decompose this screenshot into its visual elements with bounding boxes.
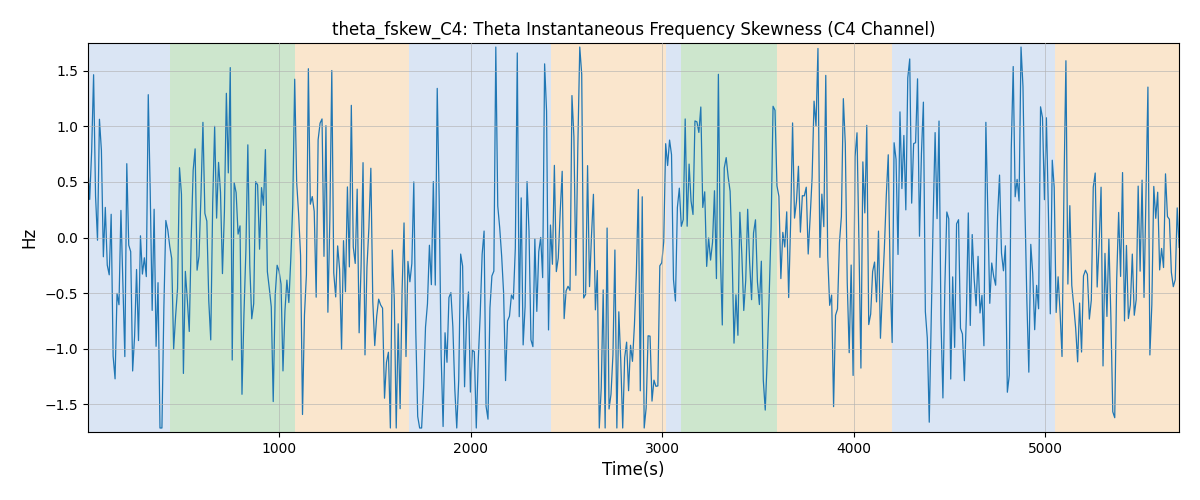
Bar [170,43,294,432]
X-axis label: Time(s): Time(s) [602,461,665,479]
Bar [666,43,682,432]
Bar [88,43,170,432]
Bar [1055,43,1180,432]
Y-axis label: Hz: Hz [20,227,38,248]
Bar [892,43,1055,432]
Title: theta_fskew_C4: Theta Instantaneous Frequency Skewness (C4 Channel): theta_fskew_C4: Theta Instantaneous Freq… [331,21,935,39]
Bar [294,43,409,432]
Bar [682,43,778,432]
Bar [409,43,551,432]
Bar [778,43,892,432]
Bar [551,43,666,432]
